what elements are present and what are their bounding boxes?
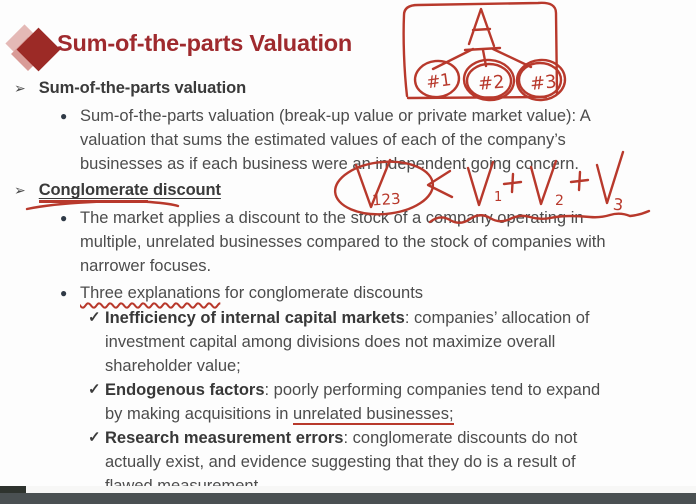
video-progress-fill [0, 486, 26, 493]
ink-node2-circle-inner [465, 62, 513, 100]
endogenous-text: Endogenous factors: poorly performing co… [105, 378, 615, 426]
endogenous-lead: Endogenous factors [105, 381, 265, 399]
market-discount-text: The market applies a discount to the sto… [80, 209, 606, 275]
slide-title: Sum-of-the-parts Valuation [57, 30, 353, 56]
three-explanations-text: Three explanations for conglomerate disc… [80, 281, 423, 305]
three-explanations-rest: for conglomerate discounts [220, 284, 424, 302]
research-lead: Research measurement errors [105, 429, 344, 447]
ink-branch-right [491, 47, 533, 69]
inefficiency-text: Inefficiency of internal capital markets… [105, 306, 615, 378]
ink-node3-label: #3 [529, 71, 558, 95]
inefficiency-lead: Inefficiency of internal capital markets [105, 309, 405, 327]
check-icon: ✓ [88, 381, 101, 398]
ink-root-letter-a [467, 7, 496, 48]
diamond-bullet-icon [5, 24, 61, 76]
heading-text: Conglomerate discount [38, 181, 221, 203]
ink-node1-circle [413, 59, 461, 99]
sotp-definition-text: Sum-of-the-parts valuation (break-up val… [80, 107, 590, 173]
ink-branch-middle [481, 48, 488, 68]
arrow-bullet-icon: ➢ [14, 80, 26, 96]
ink-node3-circle [515, 58, 567, 102]
heading-word-rest: discount [148, 181, 221, 199]
bullet-sotp-definition: ● Sum-of-the-parts valuation (break-up v… [60, 104, 626, 176]
endogenous-underlined: unrelated businesses; [293, 405, 454, 425]
heading-word-underlined: Conglomerate [38, 181, 149, 203]
three-explanations-underlined: Three explanations [80, 284, 221, 302]
dot-bullet-icon: ● [60, 109, 68, 123]
check-icon: ✓ [88, 309, 101, 326]
endogenous-mid: : poorly performing companies tend to ex… [105, 381, 601, 423]
dot-bullet-icon: ● [60, 211, 68, 225]
ink-node3-circle-inner [517, 61, 563, 99]
player-bottom-bar [0, 493, 696, 504]
heading-sum-of-the-parts: ➢ Sum-of-the-parts valuation [14, 79, 246, 98]
check-item-endogenous: ✓ Endogenous factors: poorly performing … [88, 378, 618, 426]
check-item-inefficiency: ✓ Inefficiency of internal capital marke… [88, 306, 618, 378]
ink-node2-label: #2 [477, 72, 505, 95]
inefficiency-rest: : companies’ allocation of investment ca… [105, 309, 590, 375]
arrow-bullet-icon: ➢ [14, 182, 26, 198]
ink-tree-box [402, 1, 559, 100]
bullet-market-discount: ● The market applies a discount to the s… [60, 206, 632, 278]
ink-branch-left [431, 47, 475, 71]
bullet-three-explanations: ● Three explanations for conglomerate di… [60, 281, 660, 305]
ink-node2-circle [462, 58, 516, 102]
ink-v1-subscript: 1 [494, 190, 502, 205]
heading-text: Sum-of-the-parts valuation [38, 79, 247, 97]
heading-conglomerate-discount: ➢ Conglomerate discount [14, 181, 221, 203]
dot-bullet-icon: ● [60, 286, 68, 300]
ink-plus1 [502, 172, 523, 194]
ink-root-underline [463, 46, 502, 52]
title-row [5, 24, 61, 76]
video-progress-bar[interactable] [0, 486, 696, 493]
check-icon: ✓ [88, 429, 101, 446]
ink-node1-label: #1 [425, 70, 453, 93]
